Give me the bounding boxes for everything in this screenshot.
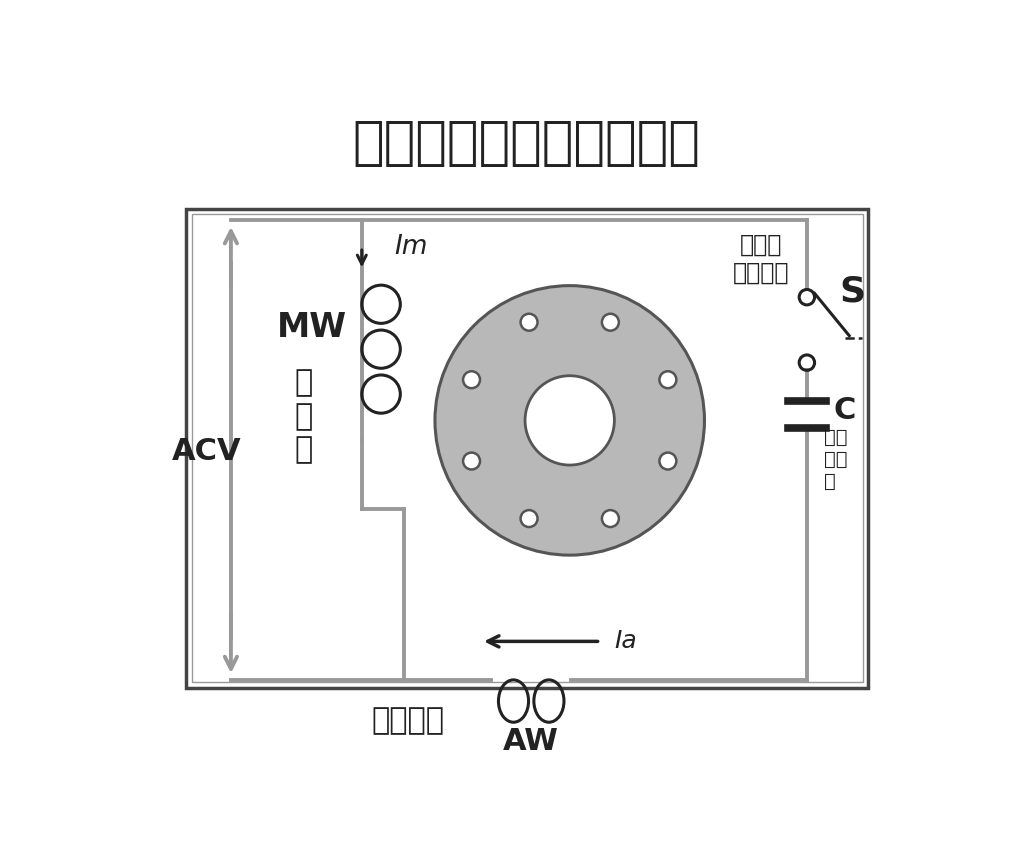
Bar xyxy=(192,214,863,682)
Text: ガバナ
スイッチ: ガバナ スイッチ xyxy=(733,233,789,285)
Text: S: S xyxy=(839,274,865,308)
Circle shape xyxy=(660,372,676,388)
Text: コン
デン
サ: コン デン サ xyxy=(824,428,847,491)
Text: 補助巻線: 補助巻線 xyxy=(371,706,444,735)
Circle shape xyxy=(660,453,676,469)
Text: Im: Im xyxy=(394,234,428,260)
Text: AW: AW xyxy=(504,727,559,756)
Text: Ia: Ia xyxy=(615,630,637,653)
Circle shape xyxy=(520,313,538,331)
Circle shape xyxy=(463,453,480,469)
Text: ACV: ACV xyxy=(171,436,241,466)
Bar xyxy=(187,209,868,688)
Text: MW: MW xyxy=(277,312,347,345)
Circle shape xyxy=(602,510,619,527)
Text: C: C xyxy=(834,397,857,425)
Circle shape xyxy=(520,510,538,527)
Circle shape xyxy=(435,286,705,555)
Circle shape xyxy=(525,376,615,465)
Circle shape xyxy=(463,372,480,388)
Text: コンデンサ始動イメージ: コンデンサ始動イメージ xyxy=(352,117,700,169)
Circle shape xyxy=(602,313,619,331)
Text: 主
巻
線: 主 巻 線 xyxy=(294,368,313,465)
